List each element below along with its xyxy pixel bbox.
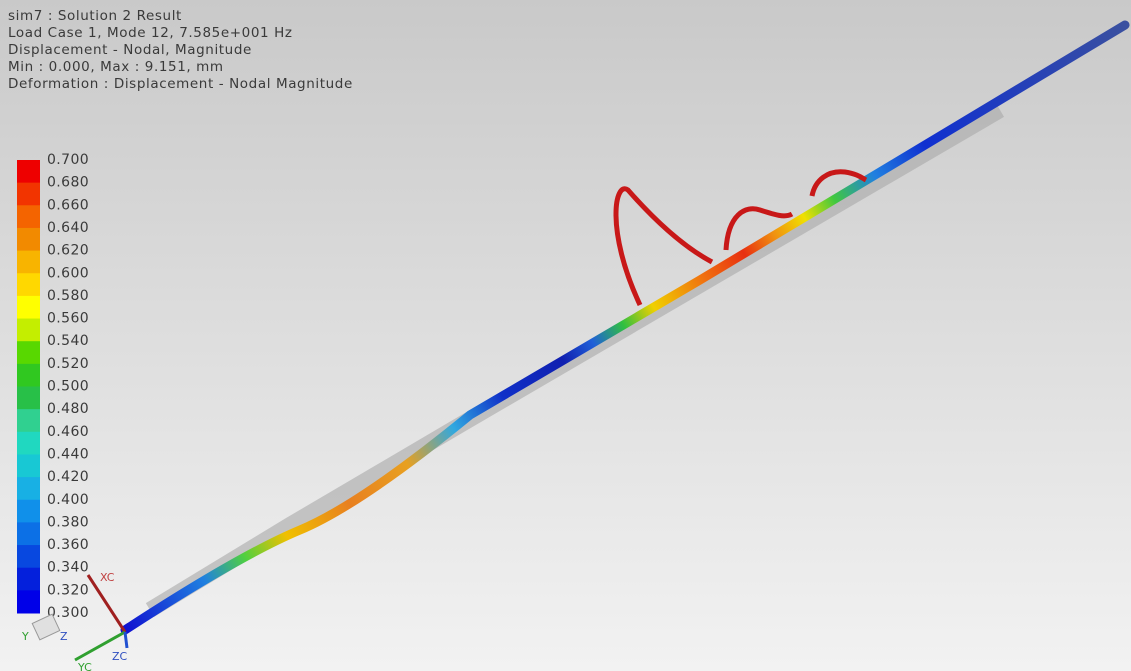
- header-line: Displacement - Nodal, Magnitude: [8, 42, 252, 58]
- color-band: [17, 432, 40, 455]
- color-band: [17, 590, 40, 613]
- color-band: [17, 183, 40, 206]
- color-band: [17, 160, 40, 183]
- legend-label: 0.620: [47, 243, 89, 259]
- legend-label: 0.420: [47, 469, 89, 485]
- triad-label: XC: [100, 571, 115, 584]
- color-band: [17, 545, 40, 568]
- legend-label: 0.500: [47, 379, 89, 395]
- background: [0, 0, 1131, 671]
- page: {"header": {"lines": ["sim7 : Solution 2…: [0, 0, 1131, 671]
- legend-label: 0.380: [47, 514, 89, 530]
- legend-label: 0.640: [47, 220, 89, 236]
- color-band: [17, 454, 40, 477]
- legend-label: 0.700: [47, 152, 89, 168]
- legend-label: 0.560: [47, 311, 89, 327]
- color-band: [17, 364, 40, 387]
- viewport: sim7 : Solution 2 Result Load Case 1, Mo…: [0, 0, 1131, 671]
- color-band: [17, 522, 40, 545]
- color-band: [17, 568, 40, 591]
- legend-label: 0.600: [47, 265, 89, 281]
- header-line: Load Case 1, Mode 12, 7.585e+001 Hz: [8, 25, 293, 41]
- color-band: [17, 319, 40, 342]
- color-band: [17, 387, 40, 410]
- triad-axis: [125, 632, 127, 648]
- triad-label: ZC: [112, 650, 128, 663]
- color-legend: 0.700 0.680 0.660 0.640 0.620 0.600 0.580 0.560…: [17, 152, 89, 621]
- legend-label: 0.320: [47, 582, 89, 598]
- legend-label: 0.460: [47, 424, 89, 440]
- legend-label: 0.580: [47, 288, 89, 304]
- color-band: [17, 477, 40, 500]
- color-band: [17, 296, 40, 319]
- color-band: [17, 341, 40, 364]
- legend-label: 0.660: [47, 197, 89, 213]
- legend-label: 0.480: [47, 401, 89, 417]
- triad-label: YC: [77, 661, 92, 671]
- triad-label: Z: [60, 630, 68, 643]
- triad-label: Y: [21, 630, 29, 643]
- color-band: [17, 500, 40, 523]
- header-line: Deformation : Displacement - Nodal Magni…: [8, 76, 353, 92]
- legend-label: 0.440: [47, 446, 89, 462]
- legend-label: 0.680: [47, 175, 89, 191]
- color-band: [17, 273, 40, 296]
- color-band: [17, 205, 40, 228]
- legend-label: 0.340: [47, 560, 89, 576]
- color-band: [17, 228, 40, 251]
- legend-label: 0.360: [47, 537, 89, 553]
- color-band: [17, 409, 40, 432]
- legend-label: 0.540: [47, 333, 89, 349]
- header-line: Min : 0.000, Max : 9.151, mm: [8, 59, 224, 75]
- legend-label: 0.400: [47, 492, 89, 508]
- header-line: sim7 : Solution 2 Result: [8, 8, 182, 24]
- color-band: [17, 251, 40, 274]
- legend-label: 0.520: [47, 356, 89, 372]
